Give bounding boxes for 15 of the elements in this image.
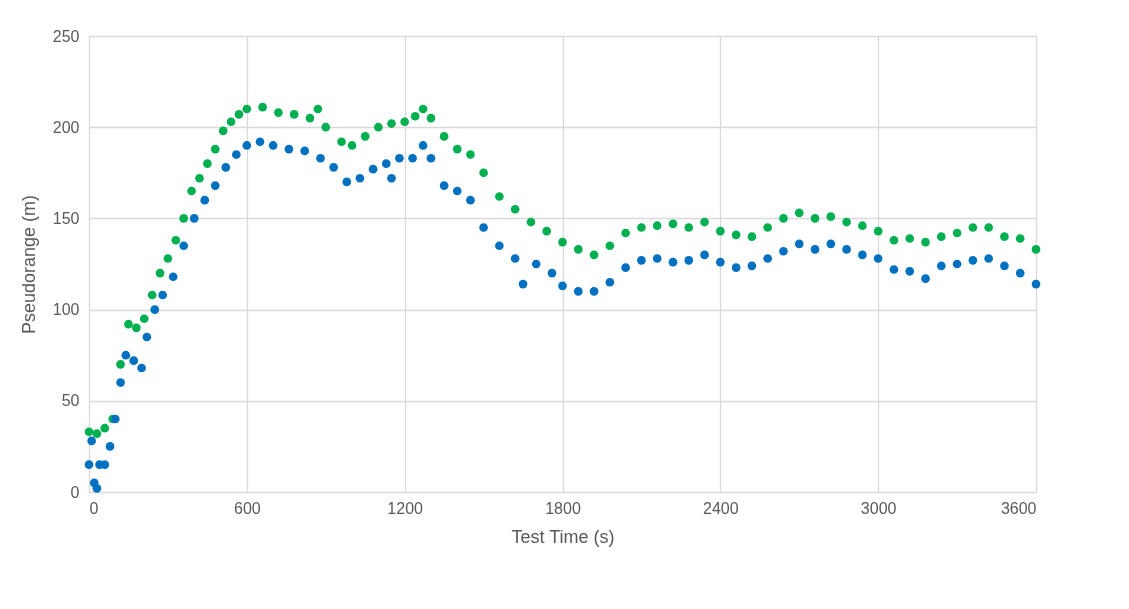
x-tick-label: 0 [89,499,99,517]
y-tick-label: 250 [52,27,80,45]
y-tick-label: 150 [52,209,80,227]
x-tick-label: 3600 [1000,499,1037,517]
y-tick-label: 0 [70,483,80,501]
y-tick-label: 100 [52,301,80,319]
y-axis-title: Pseudorange (m) [18,194,39,335]
x-axis-title: Test Time (s) [511,526,615,547]
x-tick-label: 3000 [860,499,897,517]
y-tick-label: 50 [61,392,80,410]
x-tick-label: 1800 [545,499,581,517]
x-tick-label: 600 [233,499,261,517]
y-tick-label: 200 [52,118,80,136]
x-tick-label: 2400 [703,499,739,517]
x-tick-label: 1200 [387,499,424,517]
